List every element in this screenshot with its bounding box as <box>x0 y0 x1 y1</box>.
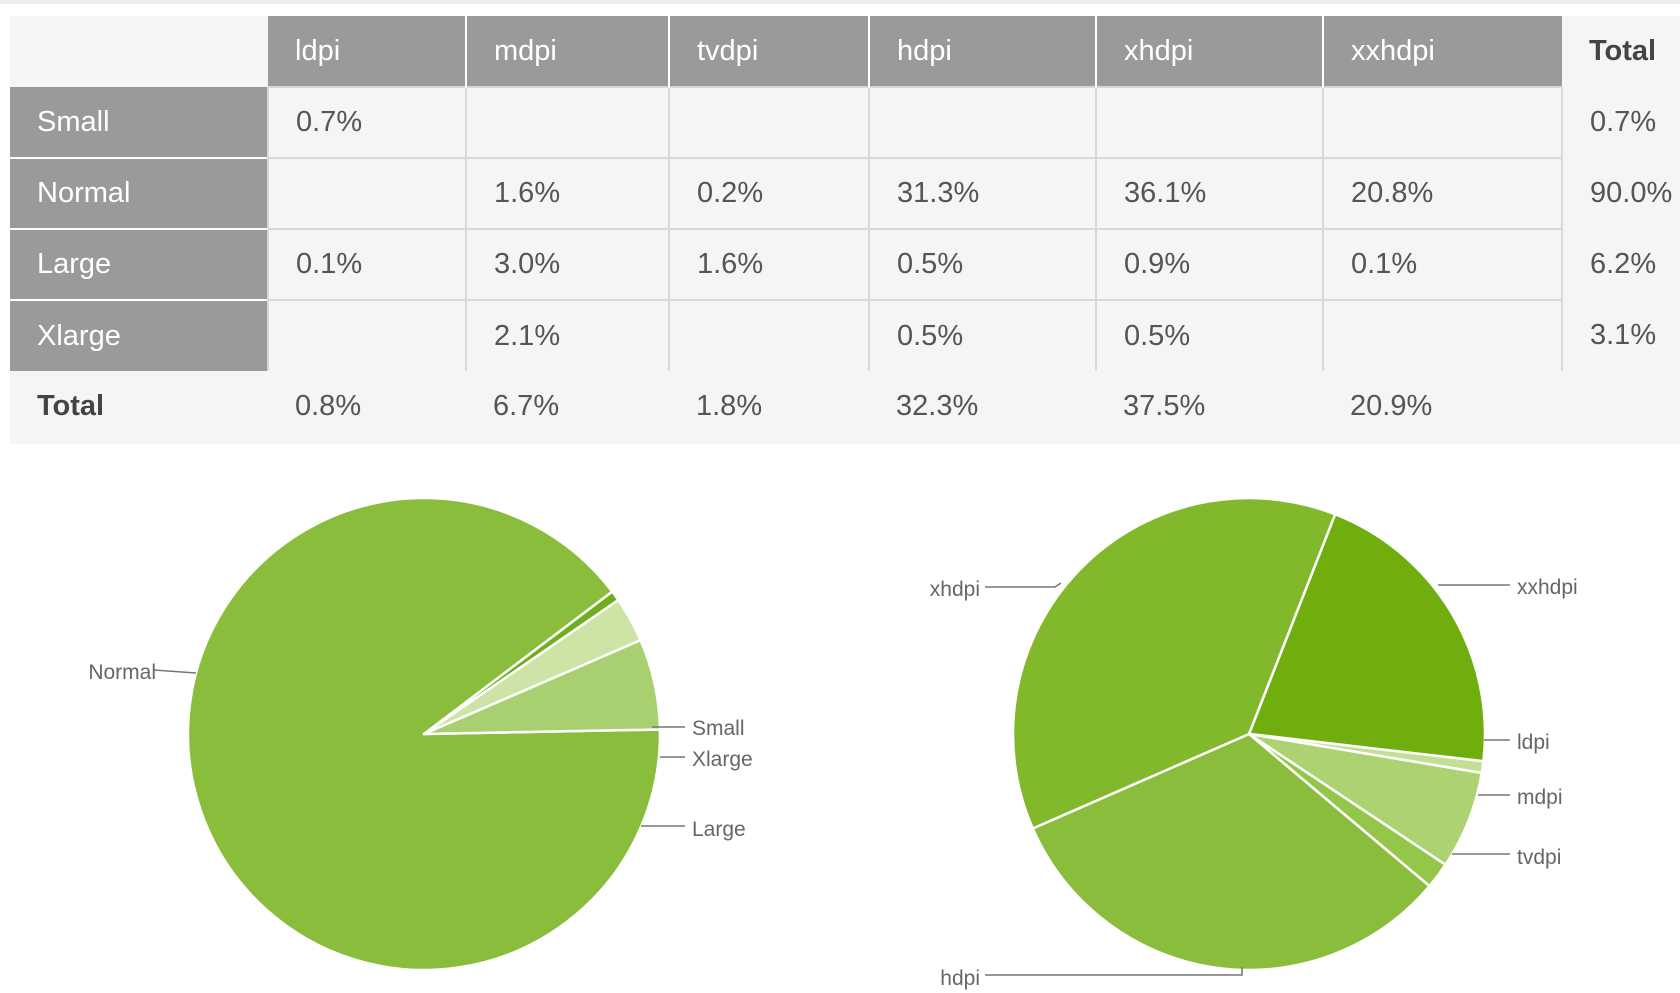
pie-chart-2: xxhdpi ldpi mdpi tvdpi hdpi xhdpi <box>930 496 1578 990</box>
slice-label-tvdpi: tvdpi <box>1517 846 1561 869</box>
table-cell <box>668 86 869 158</box>
row-total: 3.1% <box>1561 300 1680 371</box>
table-cell <box>668 299 869 371</box>
table-cell: 0.5% <box>868 299 1096 371</box>
table-cell: 1.6% <box>465 157 669 229</box>
leader-line-hdpi <box>985 967 1243 976</box>
table-cell <box>267 299 466 371</box>
table-row: Large 0.1% 3.0% 1.6% 0.5% 0.9% 0.1% 6.2% <box>10 228 1680 300</box>
table-cell: 0.5% <box>868 228 1096 300</box>
pie-slice-xxhdpi <box>1247 513 1487 763</box>
pie-slice-hdpi <box>1031 732 1431 972</box>
pie-slice-large <box>422 638 662 736</box>
header-mdpi: mdpi <box>466 16 670 87</box>
table-cell <box>1322 86 1562 158</box>
leader-line-xhdpi <box>985 582 1062 588</box>
slice-label-xhdpi: xhdpi <box>930 578 980 601</box>
table-cell: 20.8% <box>1322 157 1562 229</box>
row-total: 6.2% <box>1561 229 1680 300</box>
table-cell: 31.3% <box>868 157 1096 229</box>
header-tvdpi: tvdpi <box>669 16 870 87</box>
table-cell: 0.2% <box>668 157 869 229</box>
slice-label-hdpi: hdpi <box>940 967 980 990</box>
table-cell: 2.1% <box>465 299 669 371</box>
table-cell: 0.1% <box>1322 228 1562 300</box>
table-cell: 0.9% <box>1095 228 1323 300</box>
totals-row-label: Total <box>37 390 105 422</box>
slice-label-ldpi: ldpi <box>1517 731 1550 754</box>
row-header: Normal <box>10 157 268 229</box>
column-total: 37.5% <box>1123 390 1206 422</box>
table-cell <box>465 86 669 158</box>
row-header: Small <box>10 87 268 158</box>
pie-slice-xhdpi <box>1011 496 1337 830</box>
table-cell <box>868 86 1096 158</box>
column-total: 0.8% <box>295 390 362 422</box>
column-total: 32.3% <box>896 390 979 422</box>
table-cell: 0.1% <box>267 228 466 300</box>
slice-label-mdpi: mdpi <box>1517 786 1563 809</box>
slice-label-xxhdpi: xxhdpi <box>1517 576 1578 599</box>
header-ldpi: ldpi <box>268 16 467 87</box>
table-row: Xlarge 2.1% 0.5% 0.5% 3.1% <box>10 299 1680 371</box>
table-row: Normal 1.6% 0.2% 31.3% 36.1% 20.8% 90.0% <box>10 157 1680 229</box>
row-header: Xlarge <box>10 299 268 371</box>
top-divider <box>0 0 1680 4</box>
slice-label-large: Large <box>692 818 746 841</box>
leader-line-normal <box>153 669 197 674</box>
column-total: 20.9% <box>1350 390 1433 422</box>
row-header: Large <box>10 228 268 300</box>
header-total: Total <box>1589 35 1657 67</box>
table-cell: 36.1% <box>1095 157 1323 229</box>
table-cell: 3.0% <box>465 228 669 300</box>
row-total: 90.0% <box>1561 158 1680 229</box>
table-cell: 0.7% <box>267 86 466 158</box>
column-total: 6.7% <box>493 390 560 422</box>
slice-label-small: Small <box>692 717 745 740</box>
table-cell <box>267 157 466 229</box>
pie-chart-1: Normal Small Xlarge Large <box>88 496 753 972</box>
column-total: 1.8% <box>696 390 763 422</box>
totals-row: Total 0.8% 6.7% 1.8% 32.3% 37.5% 20.9% <box>10 371 1680 442</box>
row-total: 0.7% <box>1561 87 1680 158</box>
table-cell <box>1095 86 1323 158</box>
table-cell: 0.5% <box>1095 299 1323 371</box>
distribution-table: ldpi mdpi tvdpi hdpi xhdpi xxhdpi Total … <box>10 16 1680 442</box>
table-cell: 1.6% <box>668 228 869 300</box>
header-row: ldpi mdpi tvdpi hdpi xhdpi xxhdpi Total <box>10 16 1680 87</box>
slice-label-xlarge: Xlarge <box>692 748 753 771</box>
header-xxhdpi: xxhdpi <box>1323 16 1562 87</box>
slice-label-normal: Normal <box>88 661 156 684</box>
table-cell <box>1322 299 1562 371</box>
table-row: Small 0.7% 0.7% <box>10 86 1680 158</box>
header-hdpi: hdpi <box>869 16 1097 87</box>
header-xhdpi: xhdpi <box>1096 16 1324 87</box>
